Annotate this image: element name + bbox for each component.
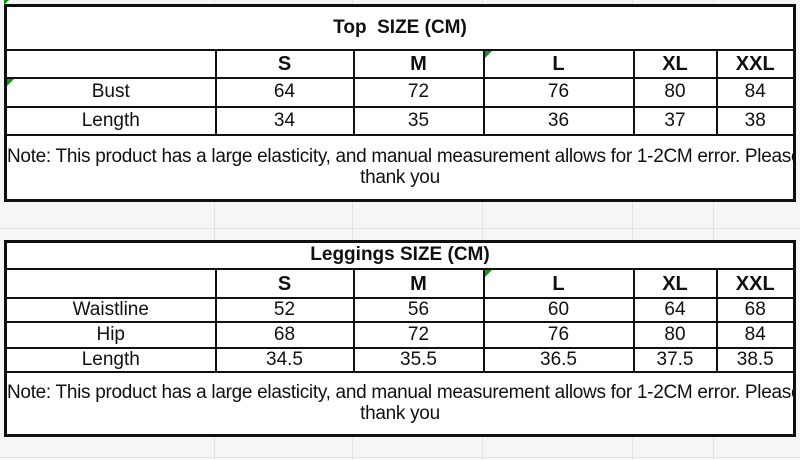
table-title: Leggings SIZE (CM) <box>4 240 796 270</box>
size-value-cell: 36 <box>482 106 635 136</box>
table-row: Bust 64 72 76 80 84 <box>4 77 796 108</box>
gridline <box>0 457 800 458</box>
row-label: Waistline <box>4 297 217 323</box>
size-value-cell: 56 <box>352 297 485 323</box>
size-column-header: S <box>214 49 355 79</box>
size-value-cell: 36.5 <box>482 347 635 373</box>
size-value-cell: 68 <box>715 297 796 323</box>
table-row: Hip 68 72 76 80 84 <box>4 321 796 349</box>
table-title-row: Leggings SIZE (CM) <box>4 240 796 270</box>
size-value-cell: 84 <box>715 77 796 108</box>
note-line: Note: This product has a large elasticit… <box>7 381 793 403</box>
gridline <box>0 228 800 229</box>
note-text: Note: This product has a large elasticit… <box>4 371 796 437</box>
leggings-size-table: Leggings SIZE (CM) S M L XL XXL Waistlin… <box>4 240 796 437</box>
size-column-header: L <box>482 268 635 299</box>
size-value-cell: 72 <box>352 321 485 349</box>
table-row: Waistline 52 56 60 64 68 <box>4 297 796 323</box>
size-value-cell: 80 <box>632 77 718 108</box>
gridline <box>214 0 215 460</box>
size-value-cell: 34.5 <box>214 347 355 373</box>
size-column-header: XXL <box>715 49 796 79</box>
table-row: Length 34 35 36 37 38 <box>4 106 796 136</box>
note-row: Note: This product has a large elasticit… <box>4 371 796 437</box>
size-value-cell: 38 <box>715 106 796 136</box>
note-text: Note: This product has a large elasticit… <box>4 134 796 202</box>
size-value-cell: 52 <box>214 297 355 323</box>
size-value-cell: 80 <box>632 321 718 349</box>
note-row: Note: This product has a large elasticit… <box>4 134 796 202</box>
row-label: Length <box>4 347 217 373</box>
size-value-cell: 76 <box>482 321 635 349</box>
size-header-row: S M L XL XXL <box>4 49 796 79</box>
size-header-row: S M L XL XXL <box>4 268 796 299</box>
size-column-header: L <box>482 49 635 79</box>
top-size-table: Top SIZE (CM) S M L XL XXL Bust 64 72 76… <box>4 4 796 202</box>
size-value-cell: 64 <box>214 77 355 108</box>
size-value-cell: 37 <box>632 106 718 136</box>
note-line: thank you <box>360 402 440 424</box>
size-value-cell: 38.5 <box>715 347 796 373</box>
size-column-header: XXL <box>715 268 796 299</box>
row-label: Hip <box>4 321 217 349</box>
size-value-cell: 37.5 <box>632 347 718 373</box>
size-value-cell: 35.5 <box>352 347 485 373</box>
row-label-text: Bust <box>91 81 130 103</box>
size-column-header: XL <box>632 49 718 79</box>
size-value-cell: 35 <box>352 106 485 136</box>
size-column-header: S <box>214 268 355 299</box>
cell-error-indicator-icon <box>4 0 9 5</box>
size-column-header: M <box>352 268 485 299</box>
note-line: Note: This product has a large elasticit… <box>7 145 793 167</box>
cell-error-indicator-icon <box>485 52 492 58</box>
size-column-header-label: L <box>552 272 565 295</box>
size-column-header-label: L <box>552 53 565 75</box>
size-value-cell: 64 <box>632 297 718 323</box>
size-column-header: XL <box>632 268 718 299</box>
gridline <box>482 0 483 460</box>
table-title: Top SIZE (CM) <box>4 4 796 51</box>
note-line: thank you <box>360 166 440 188</box>
table-title-row: Top SIZE (CM) <box>4 4 796 51</box>
size-value-cell: 76 <box>482 77 635 108</box>
size-value-cell: 60 <box>482 297 635 323</box>
gridline <box>713 0 714 460</box>
table-row: Length 34.5 35.5 36.5 37.5 38.5 <box>4 347 796 373</box>
cell-error-indicator-icon <box>485 271 492 277</box>
gridline <box>352 0 353 460</box>
empty-corner-cell <box>4 268 217 299</box>
empty-corner-cell <box>4 49 217 79</box>
row-label: Bust <box>4 77 217 108</box>
row-label: Length <box>4 106 217 136</box>
gridline <box>632 0 633 460</box>
size-value-cell: 68 <box>214 321 355 349</box>
size-column-header: M <box>352 49 485 79</box>
size-value-cell: 72 <box>352 77 485 108</box>
size-value-cell: 84 <box>715 321 796 349</box>
size-value-cell: 34 <box>214 106 355 136</box>
cell-error-indicator-icon <box>7 80 14 86</box>
